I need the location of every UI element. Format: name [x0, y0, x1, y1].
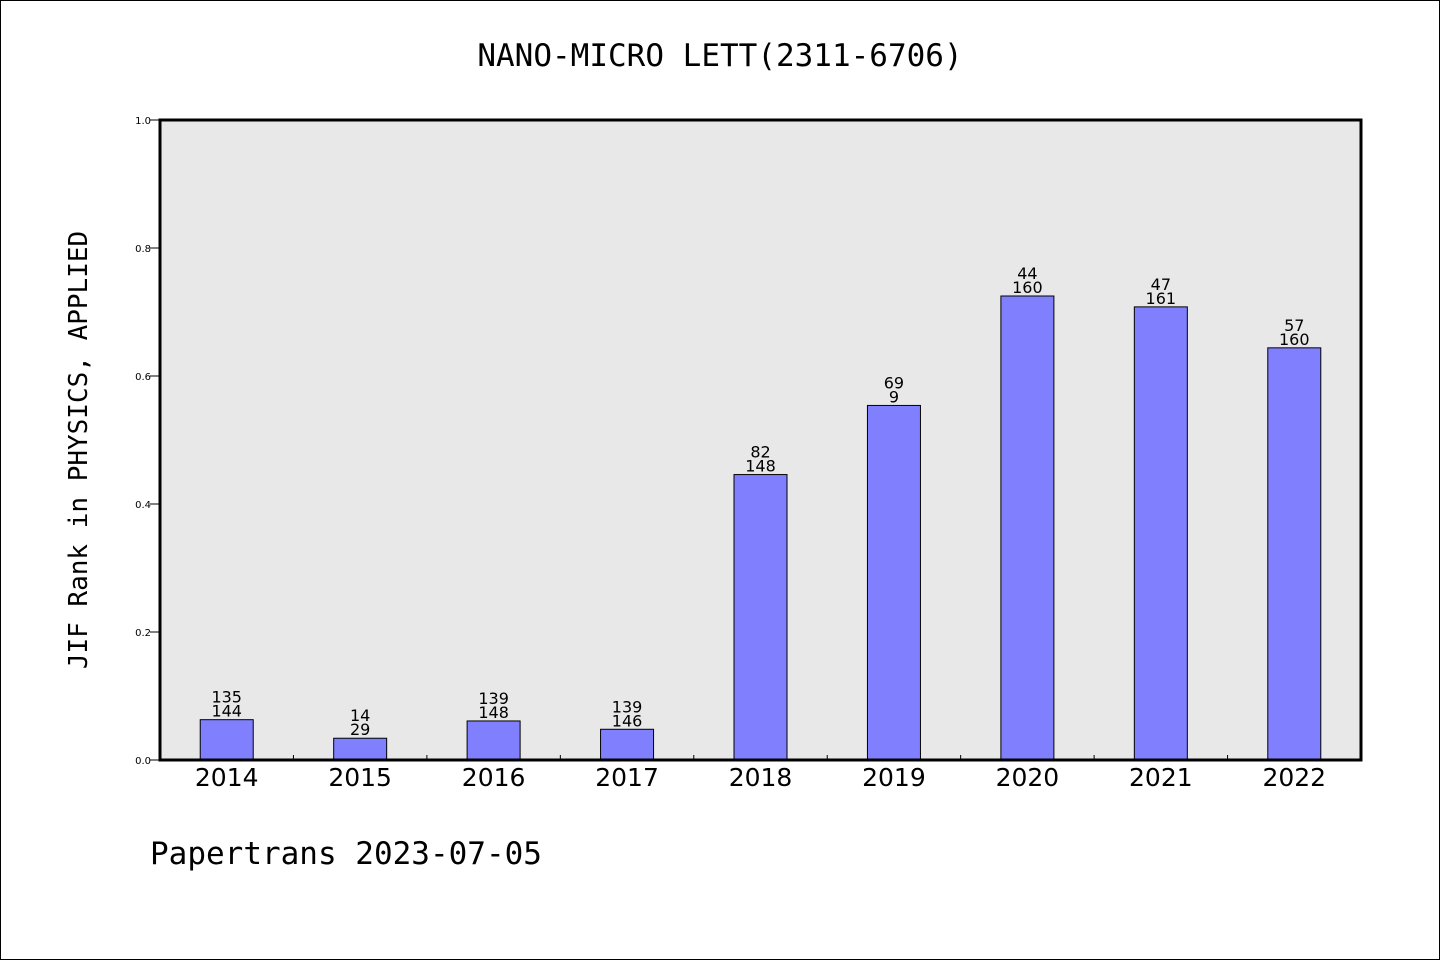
x-tick-label: 2015	[328, 763, 392, 792]
bar-label-total: 146	[612, 711, 643, 730]
y-tick-label: 0.6	[135, 372, 151, 383]
bar-label-total: 160	[1279, 330, 1310, 349]
bar-label-total: 29	[350, 720, 370, 739]
bar	[333, 737, 388, 761]
bar-label-rank: 14	[350, 706, 370, 725]
source-footer: Papertrans 2023-07-05	[150, 836, 542, 872]
bar-label-total: 161	[1146, 289, 1177, 308]
chart-title: NANO-MICRO LETT(2311-6706)	[477, 38, 962, 74]
x-tick-label: 2021	[1129, 763, 1193, 792]
bar	[466, 720, 521, 761]
y-tick-label: 0.4	[135, 500, 151, 511]
bar-label-rank: 57	[1284, 316, 1304, 335]
bar	[1000, 295, 1055, 761]
plot-border	[158, 118, 1363, 762]
x-tick-label: 2017	[595, 763, 659, 792]
y-tick-label: 0.8	[135, 244, 151, 255]
bar-label-rank: 135	[211, 688, 242, 707]
bar	[199, 719, 254, 761]
x-tick-label: 2016	[462, 763, 526, 792]
y-axis-label: JIF Rank in PHYSICS, APPLIED	[64, 231, 94, 669]
bar-label-rank: 139	[478, 689, 509, 708]
bar	[600, 728, 655, 761]
y-tick-label: 1.0	[135, 116, 151, 127]
bar-label-rank: 44	[1017, 264, 1037, 283]
y-axis: 0.0 0.2 0.4 0.6 0.8 1.0	[135, 116, 160, 767]
bar-label-total: 148	[478, 703, 509, 722]
bar-label-total: 160	[1012, 278, 1043, 297]
bar	[1133, 306, 1188, 761]
x-tick-label: 2022	[1262, 763, 1326, 792]
y-tick-label: 0.0	[135, 756, 151, 767]
x-tick-label: 2018	[729, 763, 793, 792]
bar-label-rank: 139	[612, 697, 643, 716]
x-tick-label: 2019	[862, 763, 926, 792]
bar-label-total: 148	[745, 457, 776, 476]
x-tick-label: 2020	[996, 763, 1060, 792]
x-axis: 2014 2015 2016 2017 2018 2019 2020 2021 2022	[195, 755, 1326, 792]
bar	[733, 474, 788, 761]
y-tick-label: 0.2	[135, 628, 151, 639]
bar-label-total: 9	[889, 387, 899, 406]
bar	[866, 404, 921, 761]
bar	[1267, 347, 1322, 761]
x-tick-label: 2014	[195, 763, 259, 792]
bar-label-rank: 82	[750, 443, 770, 462]
bar-label-rank: 47	[1151, 275, 1171, 294]
bar-label-total: 144	[211, 702, 242, 721]
bar-label-rank: 69	[884, 373, 904, 392]
